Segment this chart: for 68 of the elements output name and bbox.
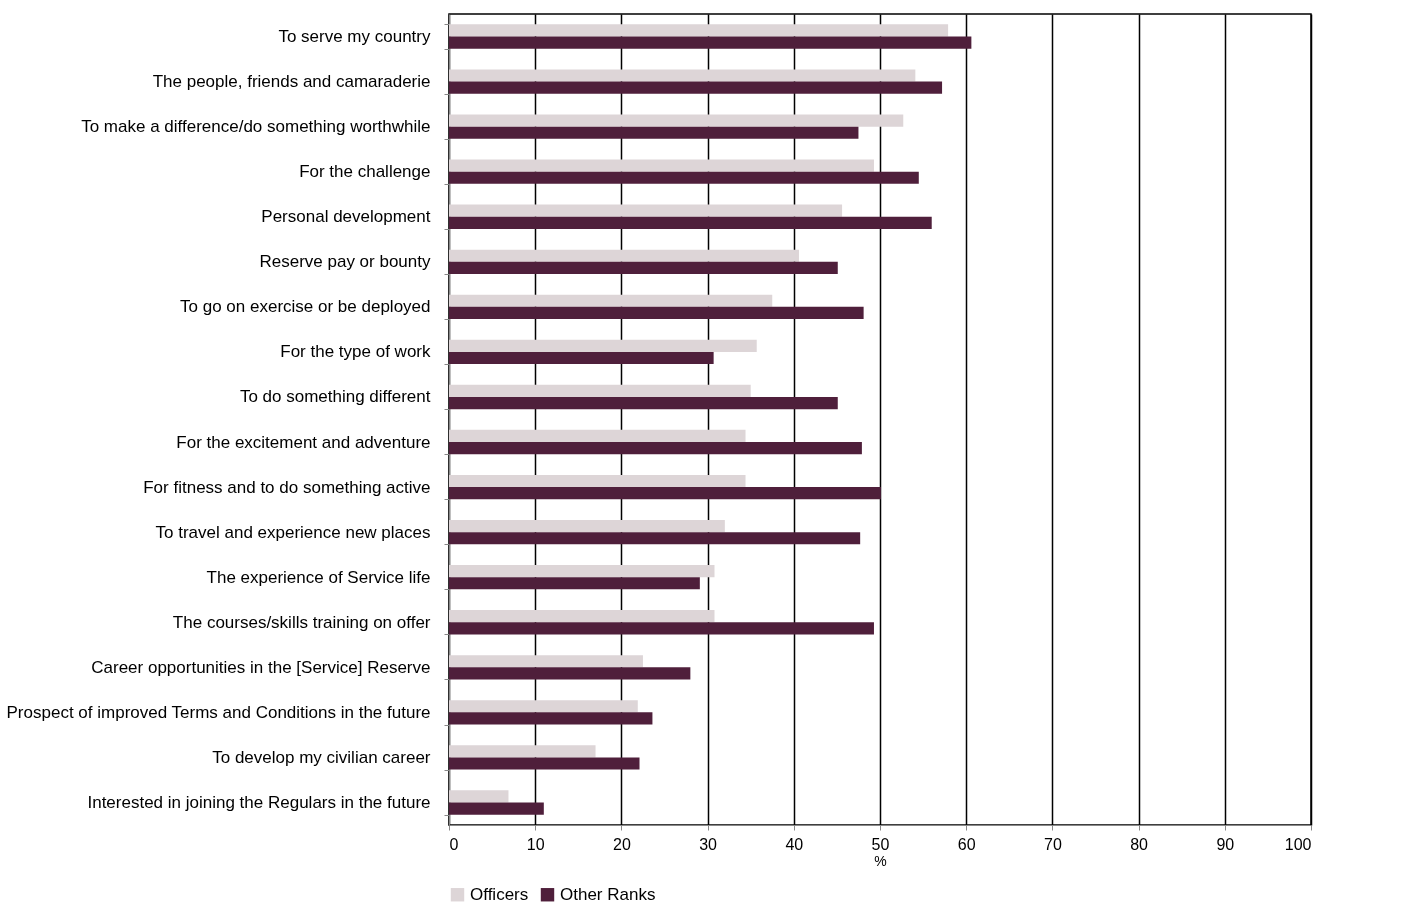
y-tick-label: To serve my country — [278, 27, 431, 47]
bar — [449, 757, 640, 770]
y-tick-label: Reserve pay or bounty — [259, 252, 431, 272]
bar — [449, 655, 643, 668]
bar — [449, 261, 838, 274]
y-tick-label: Personal development — [261, 207, 431, 227]
x-axis-title: % — [874, 852, 887, 869]
y-tick-label: To travel and experience new places — [155, 522, 431, 542]
x-tick-label: 100 — [1284, 835, 1312, 853]
y-tick-label: Prospect of improved Terms and Conditions in the future — [6, 702, 431, 722]
x-tick-label: 80 — [1130, 835, 1149, 853]
bar — [449, 790, 509, 803]
bar — [449, 36, 972, 49]
x-tick-label: 10 — [526, 835, 545, 853]
y-tick-label: For the type of work — [280, 342, 431, 362]
bar — [449, 24, 949, 37]
bar — [449, 384, 751, 397]
x-tick-label: 70 — [1044, 835, 1062, 853]
bar — [449, 712, 653, 725]
y-tick-label: The experience of Service life — [206, 567, 431, 587]
x-tick-label: 20 — [613, 835, 631, 853]
bar — [449, 622, 874, 635]
bar — [449, 487, 881, 500]
bar — [449, 565, 715, 578]
y-tick-label: To develop my civilian career — [212, 747, 431, 767]
bar — [449, 294, 773, 307]
y-tick-label: To do something different — [239, 387, 431, 407]
x-tick-label: 50 — [871, 835, 890, 853]
bar — [449, 216, 932, 229]
x-tick-label: 0 — [449, 835, 459, 853]
bar — [449, 577, 700, 590]
bar — [449, 396, 838, 410]
bar — [449, 474, 746, 488]
bar — [449, 159, 874, 172]
bar — [449, 802, 544, 815]
bar — [449, 442, 862, 455]
y-tick-label: Career opportunities in the [Service] Reserve — [91, 657, 431, 677]
bar — [449, 519, 725, 533]
bar — [449, 700, 638, 713]
legend-label: Other Ranks — [560, 884, 656, 903]
bar — [449, 339, 757, 352]
bar — [449, 114, 904, 127]
bar — [449, 204, 843, 217]
bar — [449, 351, 714, 365]
y-tick-label: For the challenge — [299, 162, 431, 182]
y-tick-label: To make a difference/do something worthwhile — [81, 117, 431, 137]
bar — [449, 745, 596, 758]
x-tick-label: 30 — [699, 835, 718, 853]
y-tick-label: The people, friends and camaraderie — [152, 72, 431, 92]
bar — [449, 81, 943, 94]
bar — [449, 429, 746, 443]
y-tick-label: Interested in joining the Regulars in the future — [87, 792, 431, 812]
y-tick-label: The courses/skills training on offer — [172, 612, 431, 632]
bar — [449, 249, 799, 262]
x-tick-label: 90 — [1216, 835, 1235, 853]
bar — [449, 306, 864, 320]
bar — [449, 610, 715, 623]
bar — [449, 532, 861, 545]
x-tick-label: 60 — [957, 835, 976, 853]
bar — [449, 126, 859, 139]
bar — [449, 171, 919, 184]
y-tick-label: To go on exercise or be deployed — [180, 297, 431, 317]
legend-label: Officers — [470, 884, 529, 903]
x-tick-label: 40 — [785, 835, 804, 853]
y-tick-label: For fitness and to do something active — [143, 477, 431, 497]
y-tick-label: For the excitement and adventure — [176, 432, 431, 452]
bar — [449, 69, 916, 82]
bar — [449, 667, 691, 680]
